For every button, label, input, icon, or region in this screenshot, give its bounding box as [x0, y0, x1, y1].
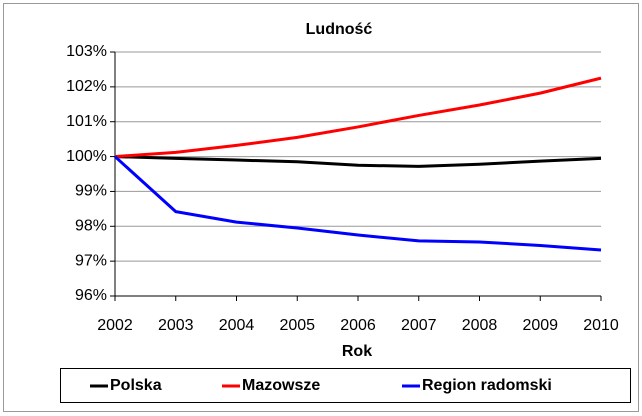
- y-tick-label: 98%: [75, 218, 107, 235]
- x-tick-label: 2003: [158, 317, 194, 334]
- y-tick-label: 100%: [66, 148, 107, 165]
- x-tick-label: 2004: [219, 317, 255, 334]
- legend-label: Region radomski: [422, 377, 552, 394]
- x-axis-label: Rok: [342, 343, 372, 360]
- x-tick-label: 2007: [401, 317, 437, 334]
- legend-label: Polska: [110, 377, 162, 394]
- x-tick-label: 2006: [340, 317, 376, 334]
- series-line: [113, 155, 602, 252]
- x-tick-label: 2009: [522, 317, 558, 334]
- chart-title: Ludność: [306, 21, 373, 38]
- legend-label: Mazowsze: [242, 377, 320, 394]
- x-tick-label: 2002: [97, 317, 133, 334]
- y-tick-label: 97%: [75, 252, 107, 269]
- y-tick-label: 101%: [66, 113, 107, 130]
- y-tick-label: 103%: [66, 43, 107, 60]
- series-line: [114, 155, 602, 168]
- x-tick-label: 2008: [462, 317, 498, 334]
- legend-box: [60, 368, 631, 403]
- series-line: [114, 76, 602, 159]
- y-tick-label: 99%: [75, 183, 107, 200]
- y-tick-label: 96%: [75, 287, 107, 304]
- x-tick-label: 2010: [583, 317, 619, 334]
- y-tick-label: 102%: [66, 78, 107, 95]
- x-tick-label: 2005: [279, 317, 315, 334]
- chart-border: [3, 3, 639, 412]
